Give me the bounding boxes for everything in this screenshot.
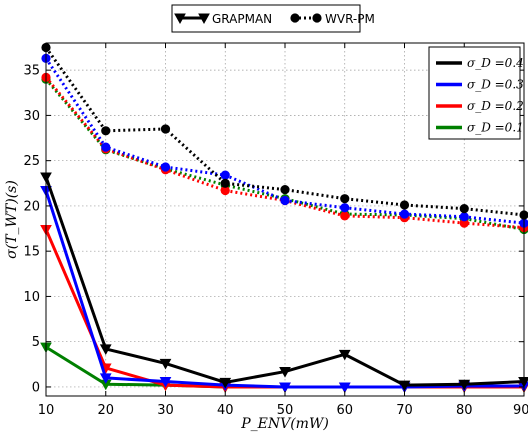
grapman-point <box>279 382 291 393</box>
x-tick-label: 20 <box>97 403 114 418</box>
legend-grapman-label: GRAPMAN <box>212 12 272 26</box>
grapman-point <box>338 382 351 393</box>
wvr-pm-point <box>160 124 171 134</box>
x-tick-label: 60 <box>336 403 353 418</box>
grapman-point <box>174 13 186 25</box>
y-tick-label: 25 <box>23 154 40 169</box>
wvr-pm-point <box>399 209 410 219</box>
legend-top: GRAPMAN WVR-PM <box>171 4 375 33</box>
y-tick-label: 10 <box>23 290 40 305</box>
wvr-pm-point <box>459 212 469 222</box>
grapman-point <box>99 373 112 384</box>
x-tick-label: 50 <box>277 403 294 418</box>
wvr-pm-point <box>312 13 322 23</box>
y-tick-label: 35 <box>23 64 40 79</box>
wvr-pm-point <box>290 13 300 23</box>
x-tick-label: 90 <box>513 403 528 418</box>
series-grapman-0.4 <box>40 172 528 392</box>
y-tick-label: 0 <box>32 380 40 395</box>
grapman-point <box>398 380 411 392</box>
series-grapman-0.2 <box>40 224 528 393</box>
wvr-pm-point <box>340 211 350 221</box>
wvr-pm-point <box>399 200 410 210</box>
x-tick-label: 10 <box>38 403 55 418</box>
x-tick-label: 30 <box>157 403 174 418</box>
y-tick-label: 20 <box>23 199 40 214</box>
grapman-point <box>99 344 112 355</box>
grapman-point <box>279 367 291 378</box>
series-wvr-pm-0.4 <box>41 42 528 220</box>
grapman-point <box>198 13 210 25</box>
legend-inner-label: σ_D =0.2 <box>467 99 524 113</box>
y-tick-label: 15 <box>23 245 40 260</box>
x-axis-label: P_ENV(mW) <box>240 416 329 432</box>
wvr-pm-point <box>340 203 350 213</box>
legend-wvrpm-label: WVR-PM <box>325 12 375 26</box>
x-tick-label: 70 <box>396 403 413 418</box>
y-axis-label: σ(T_WT)(s) <box>4 180 20 259</box>
wvr-pm-point <box>220 178 230 188</box>
wvr-pm-point <box>101 126 111 136</box>
wvr-pm-point <box>220 170 230 180</box>
legend-inner-label: σ_D =0.1 <box>467 121 524 135</box>
wvr-pm-point <box>459 204 469 214</box>
axis-labels: P_ENV(mW) σ(T_WT)(s) <box>4 180 329 432</box>
legend-inner: σ_D =0.4 σ_D =0.3 σ_D =0.2 σ_D =0.1 <box>428 46 524 140</box>
legend-inner-label: σ_D =0.3 <box>467 78 524 92</box>
y-tick-label: 5 <box>32 335 40 350</box>
wvr-pm-point <box>340 194 350 204</box>
ticks: 10 20 30 40 50 60 70 80 90 0 5 10 15 20 25 30 35 <box>23 43 528 418</box>
legend-inner-label: σ_D =0.4 <box>467 56 524 70</box>
x-tick-label: 40 <box>217 403 234 418</box>
wvr-pm-point <box>101 142 111 152</box>
grapman-point <box>219 377 232 389</box>
grapman-point <box>458 379 471 391</box>
wvr-pm-point <box>160 162 171 172</box>
y-tick-label: 30 <box>23 109 40 124</box>
grapman-point <box>159 377 172 388</box>
grapman-point <box>159 358 172 370</box>
wvr-pm-point <box>280 195 290 206</box>
wvr-pm-point <box>280 185 290 195</box>
x-tick-label: 80 <box>456 403 473 418</box>
grapman-point <box>338 349 351 361</box>
series-layer <box>40 42 528 393</box>
